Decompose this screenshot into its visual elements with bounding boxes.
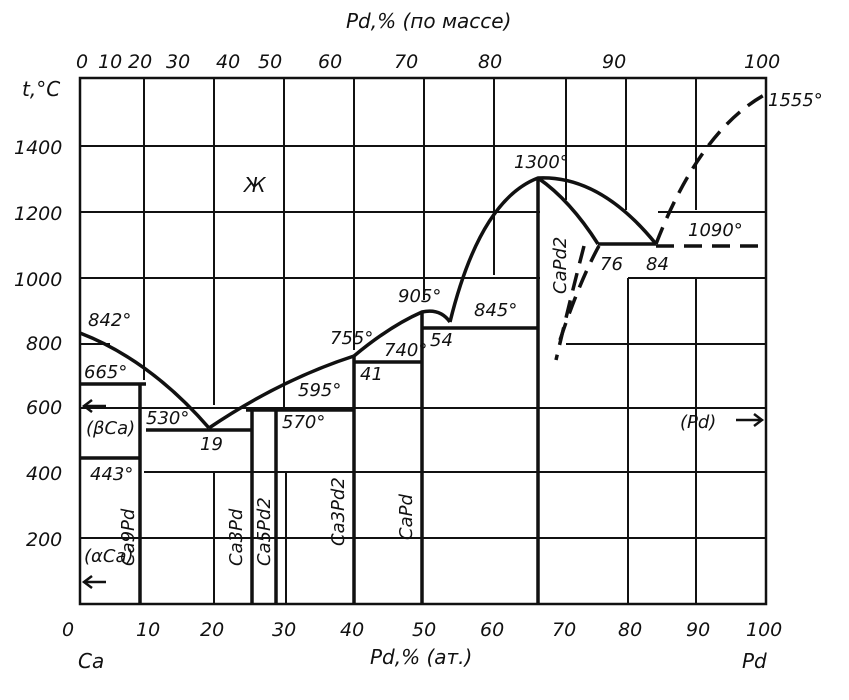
bottom-tick: 0	[62, 619, 74, 641]
bottom-tick: 80	[618, 619, 642, 641]
phase-ca9pd: Ca9Pd	[118, 508, 139, 566]
bottom-tick: 30	[272, 619, 296, 641]
grid	[80, 78, 766, 604]
y-tick-labels: 200 400 600 800 1000 1200 1400	[14, 137, 62, 551]
liquid-region-label: Ж	[242, 173, 267, 197]
element-pd: Pd	[742, 649, 767, 673]
annotation-84: 84	[646, 254, 669, 275]
phase-alpha-ca: (αCa)	[84, 546, 134, 567]
top-axis-title: Pd,% (по массе)	[346, 9, 511, 33]
phase-capd2: CaPd2	[550, 237, 571, 294]
phase-beta-ca: (βCa)	[86, 418, 135, 439]
y-tick: 1200	[14, 203, 62, 225]
annotation-76: 76	[600, 254, 623, 275]
phase-boundaries	[79, 176, 658, 604]
top-tick: 10	[98, 51, 122, 73]
annotation-595: 595°	[298, 380, 341, 401]
y-tick: 400	[26, 463, 62, 485]
annotation-443: 443°	[90, 464, 133, 485]
top-tick: 100	[744, 51, 780, 73]
annotation-570: 570°	[282, 412, 325, 433]
annotation-54: 54	[430, 330, 453, 351]
annotation-842: 842°	[88, 310, 131, 331]
annotation-665: 665°	[84, 362, 127, 383]
top-tick: 80	[478, 51, 502, 73]
dashed-boundaries	[554, 92, 767, 361]
top-tick: 60	[318, 51, 342, 73]
bottom-tick: 100	[746, 619, 782, 641]
top-tick: 0	[76, 51, 88, 73]
y-tick: 1400	[14, 137, 62, 159]
arrow-alpha-ca	[81, 575, 106, 589]
bottom-tick: 60	[480, 619, 504, 641]
top-tick: 30	[166, 51, 190, 73]
top-tick: 20	[128, 51, 152, 73]
bottom-tick: 10	[136, 619, 160, 641]
element-ca: Ca	[78, 649, 104, 673]
phase-ca3pd: Ca3Pd	[226, 508, 247, 566]
bottom-tick-labels: 0 10 20 30 40 50 60 70 80 90 100	[62, 619, 782, 641]
annotation-19: 19	[200, 434, 223, 455]
y-tick: 800	[26, 333, 62, 355]
annotation-740: 740°	[384, 340, 427, 361]
phase-ca5pd2: Ca5Pd2	[254, 497, 275, 566]
annotation-905: 905°	[398, 286, 441, 307]
phase-capd: CaPd	[396, 494, 417, 540]
y-tick: 600	[26, 397, 62, 419]
annotation-1555: 1555°	[768, 90, 823, 111]
phase-ca3pd2: Ca3Pd2	[328, 477, 349, 546]
bottom-tick: 40	[340, 619, 364, 641]
bottom-axis-title: Pd,% (ат.)	[370, 645, 472, 669]
annotation-845: 845°	[474, 300, 517, 321]
y-tick: 1000	[14, 269, 62, 291]
annotation-530: 530°	[146, 408, 189, 429]
top-tick: 70	[394, 51, 418, 73]
y-axis-title: t,°C	[22, 77, 60, 101]
y-tick: 200	[26, 529, 62, 551]
top-tick-labels: 0 10 20 30 40 50 60 70 80 90 100	[76, 51, 780, 73]
top-tick: 50	[258, 51, 282, 73]
bottom-tick: 20	[200, 619, 224, 641]
annotation-1300: 1300°	[514, 152, 569, 173]
annotation-1090: 1090°	[688, 220, 743, 241]
top-tick: 40	[216, 51, 240, 73]
bottom-tick: 50	[412, 619, 436, 641]
annotation-755: 755°	[330, 328, 373, 349]
arrow-pd	[736, 413, 765, 427]
phase-pd: (Pd)	[680, 412, 716, 433]
arrow-beta-ca	[81, 399, 106, 413]
annotation-41: 41	[360, 364, 383, 385]
bottom-tick: 90	[686, 619, 710, 641]
top-tick: 90	[602, 51, 626, 73]
bottom-tick: 70	[552, 619, 576, 641]
